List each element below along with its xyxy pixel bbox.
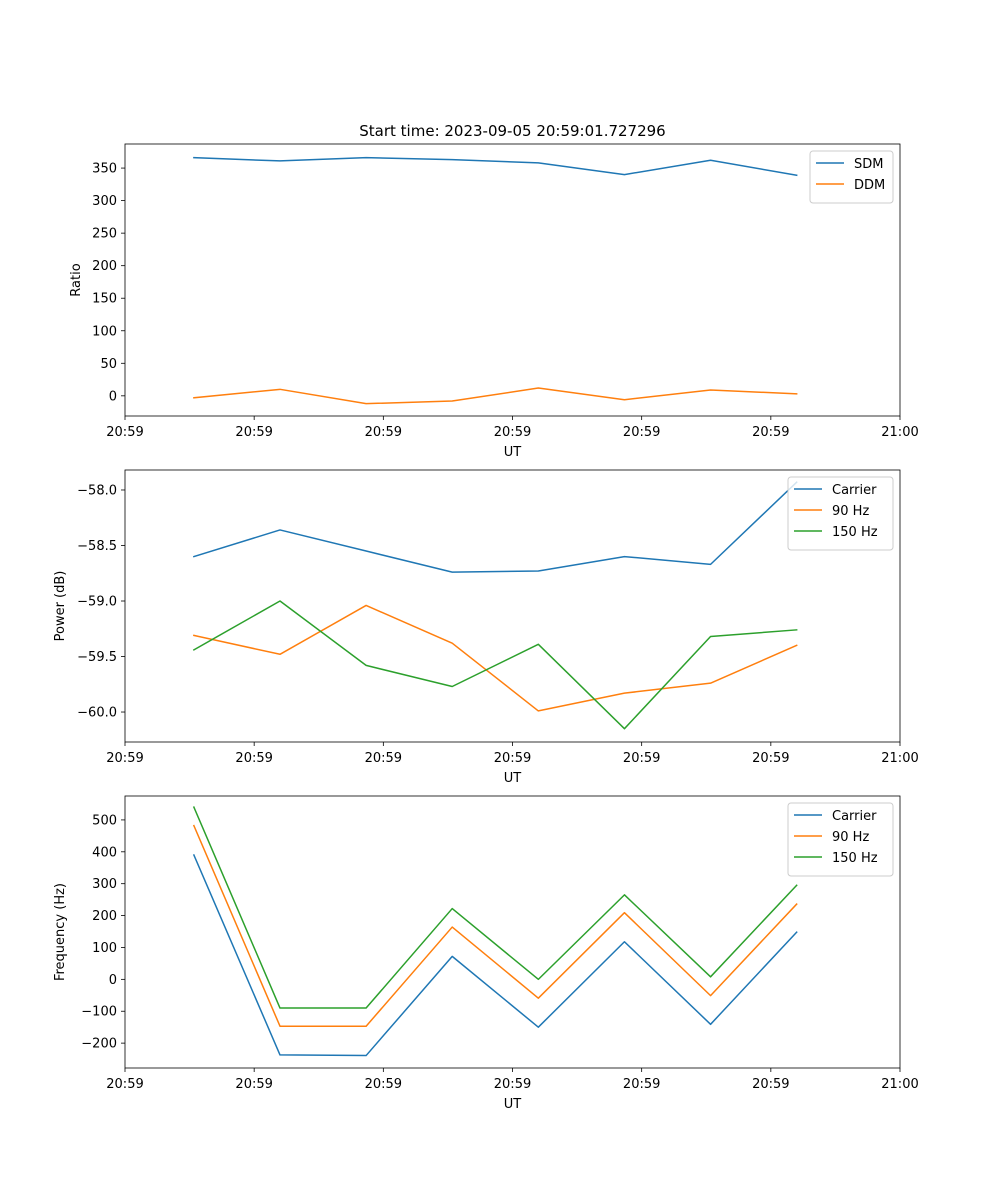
ratio-y-tick-label: 100 [92, 324, 117, 339]
frequency-y-axis-label: Frequency (Hz) [53, 883, 68, 981]
power-series-150-hz-line [192, 600, 798, 730]
power-x-tick-label: 20:59 [623, 751, 660, 766]
ratio-x-tick-label: 20:59 [494, 425, 531, 440]
ratio-x-tick-label: 20:59 [365, 425, 402, 440]
frequency-y-tick-label: 300 [92, 877, 117, 892]
chart-title: Start time: 2023-09-05 20:59:01.727296 [359, 122, 665, 140]
ratio-legend-box [809, 150, 894, 204]
frequency-y-tick-label: −200 [81, 1037, 117, 1052]
power-series-carrier-line [192, 481, 798, 573]
ratio-legend-label: DDM [854, 178, 885, 193]
frequency-legend-label: 90 Hz [832, 830, 869, 845]
frequency-x-tick-label: 20:59 [106, 1077, 143, 1092]
power-y-tick-label: −58.0 [77, 483, 117, 498]
ratio-y-tick-label: 350 [92, 162, 117, 177]
frequency-x-tick-label: 21:00 [881, 1077, 918, 1092]
power-y-tick-label: −59.0 [77, 595, 117, 610]
power-y-tick-label: −58.5 [77, 539, 117, 554]
power-y-axis-label: Power (dB) [53, 571, 68, 642]
frequency-x-axis-label: UT [504, 1097, 522, 1112]
ratio-series-ddm-line [193, 387, 798, 405]
frequency-series-90-hz-line [192, 824, 798, 1027]
power-y-tick-label: −60.0 [77, 706, 117, 721]
frequency-legend: Carrier 90 Hz 150 Hz [787, 802, 894, 877]
ratio-y-tick-label: 250 [92, 227, 117, 242]
frequency-y-tick-label: 0 [109, 973, 117, 988]
power-x-tick-label: 20:59 [365, 751, 402, 766]
frequency-x-tick-label: 20:59 [752, 1077, 789, 1092]
power-legend: Carrier 90 Hz 150 Hz [787, 476, 894, 551]
frequency-y-tick-label: −100 [81, 1005, 117, 1020]
frequency-x-tick-label: 20:59 [365, 1077, 402, 1092]
power-x-tick-label: 20:59 [235, 751, 272, 766]
ratio-legend: SDM DDM [809, 150, 894, 204]
ratio-y-tick-label: 200 [92, 259, 117, 274]
ratio-y-tick-label: 0 [109, 389, 117, 404]
power-legend-label: 150 Hz [832, 525, 878, 540]
power-panel: 20:59 20:59 20:59 20:59 20:59 20:59 21:00 −60.0… [53, 469, 919, 786]
ratio-x-tick-label: 20:59 [752, 425, 789, 440]
power-series-90-hz-line [192, 604, 798, 712]
ratio-legend-label: SDM [854, 157, 883, 172]
ratio-y-tick-label: 150 [92, 292, 117, 307]
ratio-y-axis-label: Ratio [69, 263, 84, 296]
power-x-axis-label: UT [504, 771, 522, 786]
power-x-tick-label: 20:59 [752, 751, 789, 766]
ratio-x-tick-label: 21:00 [881, 425, 918, 440]
ratio-series-sdm-line [193, 156, 798, 177]
frequency-x-tick-label: 20:59 [494, 1077, 531, 1092]
frequency-series-carrier-line [192, 854, 798, 1057]
frequency-panel: 20:59 20:59 20:59 20:59 20:59 20:59 21:00 −200 −… [53, 795, 919, 1112]
frequency-y-tick-label: 200 [92, 909, 117, 924]
power-x-tick-label: 20:59 [494, 751, 531, 766]
ratio-y-tick-label: 50 [100, 357, 117, 372]
ratio-y-tick-label: 300 [92, 194, 117, 209]
ratio-x-tick-label: 20:59 [623, 425, 660, 440]
frequency-y-tick-label: 500 [92, 813, 117, 828]
ratio-x-tick-label: 20:59 [235, 425, 272, 440]
frequency-y-tick-label: 400 [92, 845, 117, 860]
power-x-tick-label: 20:59 [106, 751, 143, 766]
ratio-x-axis-label: UT [504, 445, 522, 460]
frequency-y-tick-label: 100 [92, 941, 117, 956]
power-legend-label: 90 Hz [832, 504, 869, 519]
power-y-tick-label: −59.5 [77, 650, 117, 665]
frequency-series-150-hz-line [192, 806, 798, 1009]
ratio-panel: 20:59 20:59 20:59 20:59 20:59 20:59 21:00 0 50 10… [69, 143, 919, 460]
frequency-legend-label: 150 Hz [832, 851, 878, 866]
frequency-legend-label: Carrier [832, 809, 877, 824]
frequency-x-tick-label: 20:59 [235, 1077, 272, 1092]
ratio-x-tick-label: 20:59 [106, 425, 143, 440]
power-x-tick-label: 21:00 [881, 751, 918, 766]
power-legend-label: Carrier [832, 483, 877, 498]
frequency-x-tick-label: 20:59 [623, 1077, 660, 1092]
